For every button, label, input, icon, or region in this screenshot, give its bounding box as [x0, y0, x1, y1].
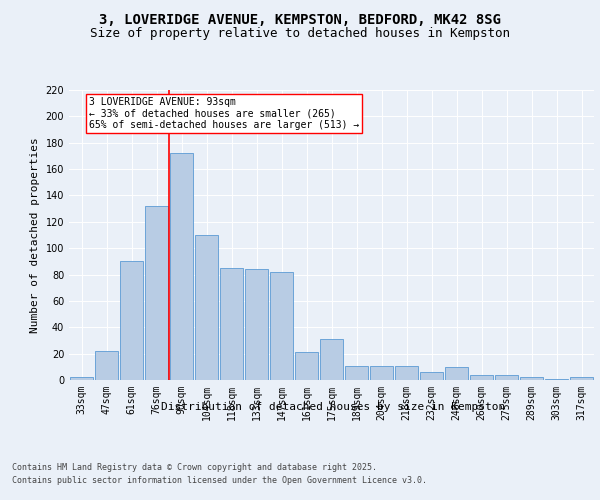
Bar	[345, 366, 368, 380]
Bar	[320, 339, 343, 380]
Text: Distribution of detached houses by size in Kempston: Distribution of detached houses by size …	[161, 402, 505, 412]
Bar	[195, 235, 218, 380]
Bar	[420, 372, 443, 380]
Bar	[70, 378, 93, 380]
Bar	[145, 206, 168, 380]
Bar	[445, 367, 468, 380]
Bar	[95, 351, 118, 380]
Text: Contains public sector information licensed under the Open Government Licence v3: Contains public sector information licen…	[12, 476, 427, 485]
Text: Contains HM Land Registry data © Crown copyright and database right 2025.: Contains HM Land Registry data © Crown c…	[12, 462, 377, 471]
Text: 3 LOVERIDGE AVENUE: 93sqm
← 33% of detached houses are smaller (265)
65% of semi: 3 LOVERIDGE AVENUE: 93sqm ← 33% of detac…	[89, 96, 359, 130]
Text: 3, LOVERIDGE AVENUE, KEMPSTON, BEDFORD, MK42 8SG: 3, LOVERIDGE AVENUE, KEMPSTON, BEDFORD, …	[99, 12, 501, 26]
Y-axis label: Number of detached properties: Number of detached properties	[30, 137, 40, 333]
Bar	[520, 378, 543, 380]
Bar	[245, 270, 268, 380]
Bar	[295, 352, 318, 380]
Bar	[570, 378, 593, 380]
Bar	[370, 366, 393, 380]
Bar	[270, 272, 293, 380]
Text: Size of property relative to detached houses in Kempston: Size of property relative to detached ho…	[90, 26, 510, 40]
Bar	[495, 374, 518, 380]
Bar	[220, 268, 243, 380]
Bar	[170, 154, 193, 380]
Bar	[470, 374, 493, 380]
Bar	[545, 378, 568, 380]
Bar	[395, 366, 418, 380]
Bar	[120, 262, 143, 380]
